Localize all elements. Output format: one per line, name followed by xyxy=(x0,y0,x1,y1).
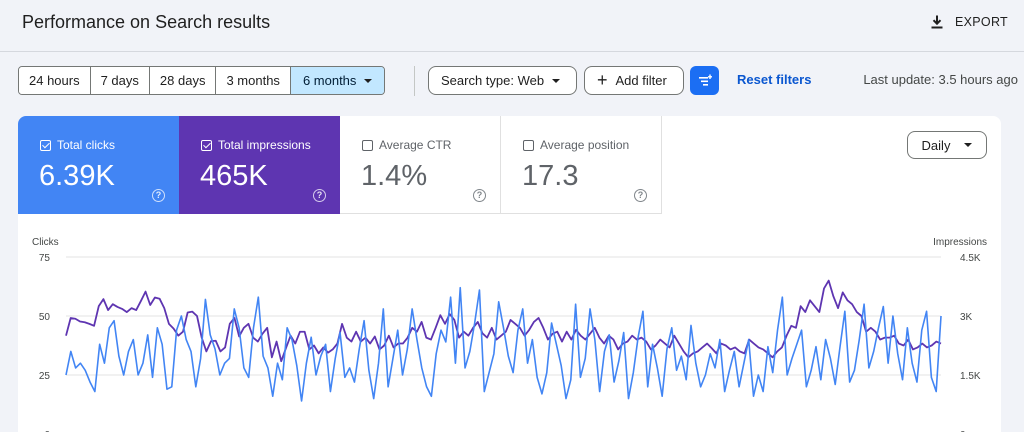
y-left-axis-title: Clicks xyxy=(32,237,59,248)
add-filter-button[interactable]: + Add filter xyxy=(584,66,684,95)
help-icon[interactable]: ? xyxy=(313,189,326,202)
metric-total-impressions[interactable]: Total impressions 465K ? xyxy=(179,116,340,214)
caret-down-icon xyxy=(964,143,973,147)
metric-label: Average CTR xyxy=(379,138,452,152)
export-label: EXPORT xyxy=(955,15,1008,29)
y-right-tick-label: 3K xyxy=(960,312,973,323)
metric-label: Total clicks xyxy=(57,138,116,152)
metric-label-row: Total impressions xyxy=(201,138,311,152)
download-icon xyxy=(931,15,943,29)
filter-options-button[interactable] xyxy=(690,66,719,95)
caret-down-icon xyxy=(552,78,561,83)
search-type-label: Search type: Web xyxy=(441,73,545,88)
metric-value: 6.39K xyxy=(39,160,115,192)
series-line-clicks xyxy=(65,286,942,402)
filter-toolbar: 24 hours 7 days 28 days 3 months 6 month… xyxy=(18,66,1018,96)
toolbar-divider xyxy=(414,66,415,96)
range-28-days[interactable]: 28 days xyxy=(149,67,217,94)
plus-icon: + xyxy=(597,69,608,90)
add-filter-label: Add filter xyxy=(615,73,667,88)
metric-value: 1.4% xyxy=(361,160,428,192)
y-right-tick-label: 4.5K xyxy=(960,253,981,264)
y-left-tick-label: 50 xyxy=(39,312,51,323)
metric-label-row: Average position xyxy=(523,138,629,152)
metric-average-ctr[interactable]: Average CTR 1.4% ? xyxy=(340,116,501,214)
page-title: Performance on Search results xyxy=(22,12,271,32)
metric-label-row: Average CTR xyxy=(362,138,451,152)
metric-label-row: Total clicks xyxy=(40,138,115,152)
chart-series xyxy=(65,279,942,402)
y-left-tick-label: 75 xyxy=(39,253,51,264)
metric-label: Average position xyxy=(540,138,630,152)
range-3-months[interactable]: 3 months xyxy=(216,67,291,94)
y-left-tick-label: 0 xyxy=(44,430,50,432)
y-right-axis-title: Impressions xyxy=(933,237,987,248)
metric-value: 17.3 xyxy=(522,160,579,192)
page-header: Performance on Search results EXPORT xyxy=(0,0,1024,52)
export-button[interactable]: EXPORT xyxy=(929,14,1008,30)
metric-value: 465K xyxy=(200,160,268,192)
checkbox-checked-icon xyxy=(40,139,51,151)
filter-list-icon xyxy=(698,74,712,86)
metric-label: Total impressions xyxy=(218,138,311,152)
range-7-days[interactable]: 7 days xyxy=(90,67,150,94)
help-icon[interactable]: ? xyxy=(152,189,165,202)
checkbox-unchecked-icon xyxy=(523,139,534,151)
range-24-hours[interactable]: 24 hours xyxy=(19,67,91,94)
y-right-tick-label: 0 xyxy=(960,430,966,432)
help-icon[interactable]: ? xyxy=(473,189,486,202)
checkbox-checked-icon xyxy=(201,139,212,151)
y-right-tick-label: 1.5K xyxy=(960,371,981,382)
series-line-impressions xyxy=(65,279,942,363)
performance-card: Total clicks 6.39K ? Total impressions 4… xyxy=(18,116,1001,432)
range-6-months-label: 6 months xyxy=(302,73,357,88)
metric-average-position[interactable]: Average position 17.3 ? xyxy=(501,116,662,214)
performance-chart: Clicks Impressions 75 4.5K 50 3K 25 1.5K 0 0 xyxy=(32,237,987,432)
granularity-dropdown[interactable]: Daily xyxy=(907,131,987,159)
range-6-months[interactable]: 6 months xyxy=(290,67,385,94)
reset-filters-link[interactable]: Reset filters xyxy=(737,72,812,87)
caret-down-icon xyxy=(364,78,373,83)
granularity-label: Daily xyxy=(921,137,951,153)
search-type-dropdown[interactable]: Search type: Web xyxy=(428,66,577,95)
date-range-selector: 24 hours 7 days 28 days 3 months 6 month… xyxy=(18,66,386,95)
y-left-tick-label: 25 xyxy=(39,371,51,382)
chart-grid xyxy=(66,256,941,376)
help-icon[interactable]: ? xyxy=(634,189,647,202)
metric-total-clicks[interactable]: Total clicks 6.39K ? xyxy=(18,116,179,214)
last-update-text: Last update: 3.5 hours ago xyxy=(863,72,1018,87)
checkbox-unchecked-icon xyxy=(362,139,373,151)
chart-ticks: 75 4.5K 50 3K 25 1.5K 0 0 xyxy=(39,253,981,432)
